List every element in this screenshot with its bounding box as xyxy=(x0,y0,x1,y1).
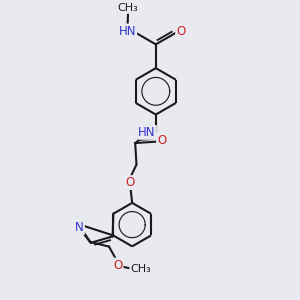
Text: O: O xyxy=(125,176,135,189)
Text: HN: HN xyxy=(138,126,156,139)
Text: O: O xyxy=(176,25,185,38)
Text: CH₃: CH₃ xyxy=(130,264,151,274)
Text: O: O xyxy=(113,259,122,272)
Text: O: O xyxy=(157,134,167,147)
Text: CH₃: CH₃ xyxy=(118,3,138,13)
Text: N: N xyxy=(75,221,84,234)
Text: HN: HN xyxy=(118,25,136,38)
